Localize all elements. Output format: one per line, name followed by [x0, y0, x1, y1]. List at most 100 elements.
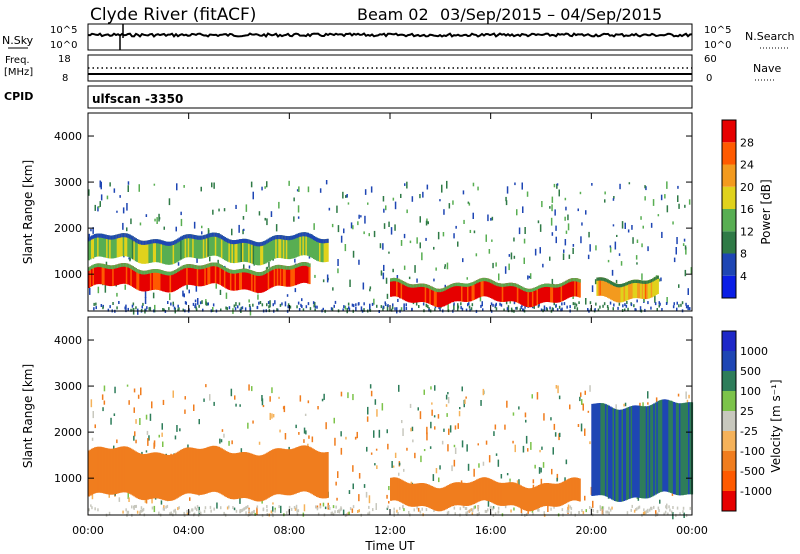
velocity-feature-cell [156, 452, 159, 499]
power-feature-cell [243, 268, 246, 290]
velocity-cell [532, 512, 534, 516]
power-cell [382, 305, 385, 309]
velocity-cell [408, 511, 410, 514]
power-edge-cell [245, 268, 248, 273]
velocity-cell [423, 449, 426, 452]
velocity-feature-cell [287, 449, 290, 496]
velocity-cell [172, 390, 174, 398]
power-cell [352, 225, 354, 230]
power-cell [666, 205, 669, 213]
power-edge-cell [175, 269, 178, 273]
power-cell [316, 305, 318, 309]
velocity-feature-cell [282, 448, 285, 495]
velocity-cell [484, 509, 487, 513]
velocity-cell [374, 463, 376, 466]
power-feature-cell [199, 265, 202, 287]
power-cell [194, 305, 196, 309]
velocity-feature-cell [267, 451, 270, 498]
power-feature-cell [402, 281, 405, 300]
power-edge-cell [320, 239, 323, 244]
power-feature-cell [258, 242, 261, 266]
power-cell [287, 303, 290, 307]
velocity-cell [141, 508, 144, 512]
power-cell [457, 305, 460, 309]
velocity-feature-cell [88, 450, 91, 497]
velocity-cell [126, 510, 129, 514]
station-title: Clyde River (fitACF) [90, 5, 256, 25]
velocity-feature-cell [644, 406, 647, 499]
power-edge-cell [439, 288, 442, 293]
power-feature-cell [596, 277, 599, 296]
power-cell [170, 302, 172, 306]
power-cell [249, 306, 251, 311]
velocity-feature-cell [501, 482, 504, 506]
power-cell [678, 304, 680, 308]
velocity-feature-cell [492, 480, 495, 504]
velocity-cell [166, 504, 169, 508]
power-edge-cell [397, 278, 400, 283]
power-feature-cell [180, 266, 183, 288]
power-feature-cell [210, 232, 213, 256]
power-cell [305, 305, 308, 309]
power-cell [94, 204, 96, 211]
velocity-feature-cell [477, 478, 480, 502]
power-cell [665, 302, 668, 305]
power-edge-cell [605, 278, 608, 282]
power-edge-cell [109, 265, 112, 270]
velocity-feature-cell [245, 452, 248, 499]
power-feature-cell [634, 279, 637, 299]
power-feature-cell [305, 262, 308, 283]
power-edge-cell [103, 264, 106, 268]
velocity-feature-cell [497, 482, 500, 506]
velocity-cell [140, 387, 142, 396]
power-feature-cell [608, 280, 611, 299]
velocity-cell [449, 425, 452, 433]
power-cell [619, 183, 621, 190]
power-cell [380, 305, 383, 309]
power-feature-cell [115, 234, 118, 258]
velocity-cell [553, 505, 555, 509]
power-cell [116, 292, 118, 297]
power-cell [522, 308, 524, 312]
velocity-cell [543, 511, 545, 515]
power-feature-cell [462, 283, 465, 302]
velocity-feature-cell [319, 452, 322, 498]
power-edge-cell [133, 237, 136, 242]
velocity-feature-cell [207, 446, 210, 493]
velocity-cell [118, 497, 121, 502]
power-cell [348, 307, 351, 311]
velocity-cell [539, 449, 541, 453]
power-cell [658, 304, 660, 308]
velocity-cell [153, 505, 156, 513]
velocity-cell [317, 512, 320, 516]
power-edge-cell [134, 238, 137, 243]
x-tick-label: 12:00 [374, 524, 406, 537]
power-feature-cell [193, 265, 196, 286]
velocity-cell [329, 507, 331, 510]
velocity-cell [145, 497, 148, 504]
power-cell [177, 262, 180, 266]
velocity-cell [103, 400, 106, 405]
power-edge-cell [530, 288, 533, 292]
power-cell [252, 191, 254, 200]
velocity-cell [316, 505, 319, 509]
power-feature-cell [88, 267, 91, 288]
velocity-cell [305, 430, 307, 435]
velocity-feature-cell [635, 405, 638, 498]
velocity-feature-cell [500, 482, 503, 506]
power-cell [488, 249, 491, 254]
power-cell [368, 233, 370, 237]
power-feature-cell [652, 278, 655, 297]
power-feature-cell [184, 234, 187, 258]
power-cell [126, 203, 128, 211]
velocity-feature-cell [192, 447, 195, 494]
power-feature-cell [632, 279, 635, 299]
power-feature-cell [107, 235, 110, 259]
power-feature-cell [216, 263, 219, 284]
velocity-cell [247, 505, 249, 509]
power-edge-cell [319, 238, 322, 243]
power-edge-cell [390, 278, 393, 282]
power-feature-cell [294, 264, 297, 286]
power-cell [116, 306, 118, 310]
power-cell [472, 212, 474, 219]
